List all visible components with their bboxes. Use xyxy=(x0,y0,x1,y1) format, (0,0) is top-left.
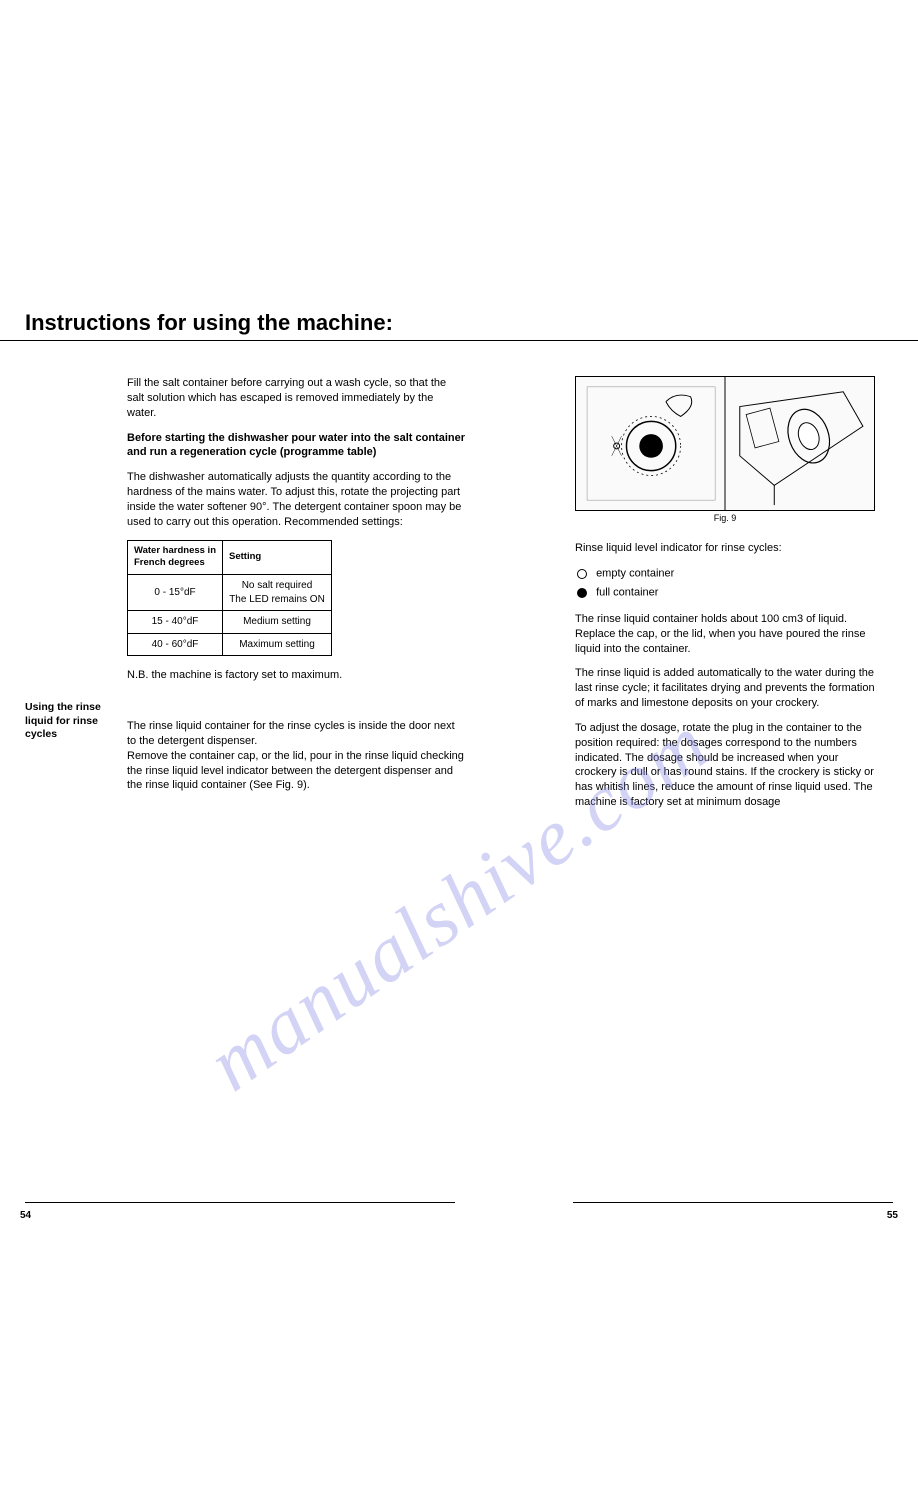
settings-table: Water hardness in French degrees Setting… xyxy=(127,540,332,657)
full-circle-icon xyxy=(577,588,587,598)
paragraph: The rinse liquid container holds about 1… xyxy=(575,612,875,657)
paragraph: To adjust the dosage, rotate the plug in… xyxy=(575,721,875,810)
paragraph: Rinse liquid level indicator for rinse c… xyxy=(575,541,875,556)
paragraph: Remove the container cap, or the lid, po… xyxy=(127,749,465,794)
page-number-right: 55 xyxy=(887,1210,898,1221)
table-cell: No salt requiredThe LED remains ON xyxy=(223,575,332,611)
paragraph-bold: Before starting the dishwasher pour wate… xyxy=(127,431,465,461)
right-column: Fig. 9 Rinse liquid level indicator for … xyxy=(575,376,875,820)
figure-9 xyxy=(575,376,875,511)
page-title: Instructions for using the machine: xyxy=(25,310,893,336)
indicator-label: full container xyxy=(596,586,658,598)
table-header: Setting xyxy=(223,540,332,575)
paragraph: The rinse liquid container for the rinse… xyxy=(127,719,465,749)
table-row: 40 - 60°dF Maximum setting xyxy=(128,633,332,656)
page-number-left: 54 xyxy=(20,1210,31,1221)
paragraph: The dishwasher automatically adjusts the… xyxy=(127,470,465,529)
paragraph: The rinse liquid is added automatically … xyxy=(575,666,875,711)
indicator-full: full container xyxy=(575,585,875,600)
left-column: Using the rinse liquid for rinse cycles … xyxy=(25,376,465,820)
section-side-label: Using the rinse liquid for rinse cycles xyxy=(25,376,115,820)
table-row: 15 - 40°dF Medium setting xyxy=(128,611,332,634)
indicator-empty: empty container xyxy=(575,566,875,581)
title-rule xyxy=(0,340,918,341)
table-header: Water hardness in French degrees xyxy=(128,540,223,575)
footer-rule-left xyxy=(25,1202,455,1203)
table-cell: Medium setting xyxy=(223,611,332,634)
indicator-label: empty container xyxy=(596,567,674,579)
table-cell: 0 - 15°dF xyxy=(128,575,223,611)
paragraph: Fill the salt container before carrying … xyxy=(127,376,465,421)
table-cell: 15 - 40°dF xyxy=(128,611,223,634)
left-body: Fill the salt container before carrying … xyxy=(127,376,465,820)
empty-circle-icon xyxy=(577,569,587,579)
footer-rule-right xyxy=(573,1202,893,1203)
table-cell: Maximum setting xyxy=(223,633,332,656)
paragraph: N.B. the machine is factory set to maxim… xyxy=(127,668,465,683)
table-cell: 40 - 60°dF xyxy=(128,633,223,656)
figure-caption: Fig. 9 xyxy=(575,513,875,523)
table-row: 0 - 15°dF No salt requiredThe LED remain… xyxy=(128,575,332,611)
